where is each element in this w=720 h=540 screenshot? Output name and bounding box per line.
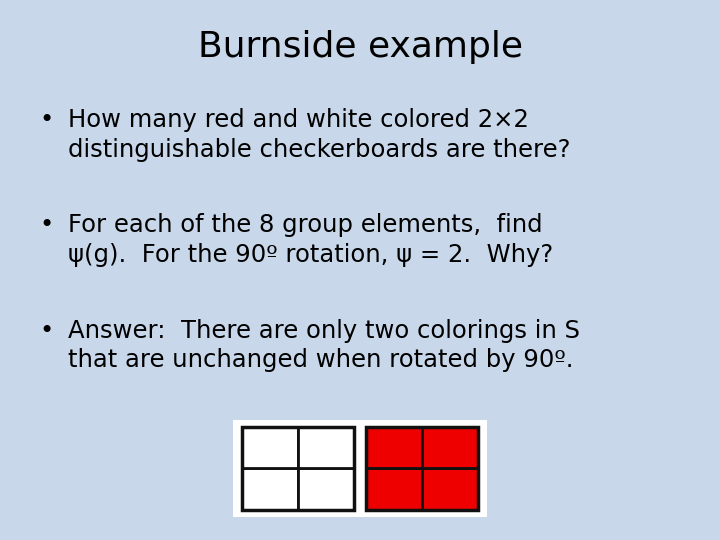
Bar — [366, 427, 422, 468]
Bar — [422, 468, 478, 510]
Bar — [233, 420, 487, 517]
Bar — [366, 427, 478, 510]
Bar — [298, 468, 354, 510]
Text: For each of the 8 group elements,  find: For each of the 8 group elements, find — [68, 213, 543, 237]
Bar — [242, 468, 298, 510]
Text: •: • — [40, 108, 54, 132]
Text: •: • — [40, 319, 54, 342]
Bar — [242, 427, 298, 468]
Text: that are unchanged when rotated by 90º.: that are unchanged when rotated by 90º. — [68, 348, 574, 372]
Bar — [298, 427, 354, 468]
Bar — [422, 427, 478, 468]
Text: ψ(g).  For the 90º rotation, ψ = 2.  Why?: ψ(g). For the 90º rotation, ψ = 2. Why? — [68, 243, 554, 267]
Bar — [366, 468, 422, 510]
Bar — [242, 427, 354, 510]
Text: distinguishable checkerboards are there?: distinguishable checkerboards are there? — [68, 138, 571, 161]
Text: Burnside example: Burnside example — [197, 30, 523, 64]
Text: Answer:  There are only two colorings in S: Answer: There are only two colorings in … — [68, 319, 580, 342]
Text: How many red and white colored 2×2: How many red and white colored 2×2 — [68, 108, 529, 132]
Text: •: • — [40, 213, 54, 237]
